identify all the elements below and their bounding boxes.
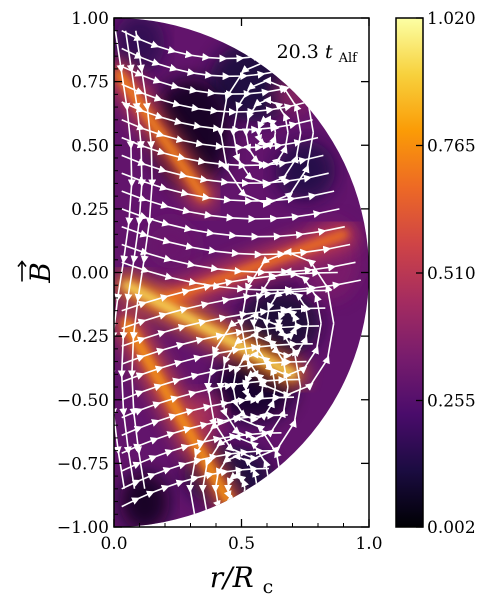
vector-arrow-icon	[17, 260, 27, 282]
y-tick-label: 0.50	[71, 136, 109, 156]
x-axis-ticks: 0.0 0.5 1.0	[100, 18, 383, 554]
y-axis-label: B	[24, 262, 57, 284]
colorbar-tick-label: 0.002	[427, 518, 476, 538]
y-tick-label: 1.00	[71, 9, 109, 29]
streamline-lower	[121, 465, 270, 508]
x-axis-label: r/R c	[210, 561, 273, 598]
y-tick-label: −0.50	[57, 391, 109, 411]
plot-area: 0.0 0.5 1.0 1.00 0.75 0.50 0.25 0.00 −0.25 −0.50…	[57, 9, 383, 554]
y-axis-label-group: B	[17, 260, 57, 284]
colorbar-ticks: 1.020 0.765 0.510 0.255 0.002	[416, 9, 476, 538]
magnitude-map	[114, 18, 369, 527]
y-tick-label: −0.75	[57, 454, 109, 474]
x-tick-label: 0.5	[228, 534, 255, 554]
colorbar-tick-label: 0.255	[427, 392, 476, 412]
x-tick-label: 0.0	[100, 534, 127, 554]
x-tick-label: 1.0	[355, 534, 382, 554]
y-tick-label: −0.25	[57, 327, 109, 347]
colorbar-tick-label: 1.020	[427, 9, 476, 29]
y-tick-label: 0.25	[71, 200, 109, 220]
time-annotation: 20.3 t Alf	[277, 41, 359, 66]
streamline-axis	[127, 30, 157, 489]
colorbar-tick-label: 0.510	[427, 264, 476, 284]
y-axis-ticks: 1.00 0.75 0.50 0.25 0.00 −0.25 −0.50 −0.75 −1.00	[57, 9, 369, 538]
colorbar-tick-label: 0.765	[427, 137, 476, 157]
y-tick-label: 0.75	[71, 73, 109, 93]
colorbar: 1.020 0.765 0.510 0.255 0.002	[395, 9, 476, 538]
y-tick-label: −1.00	[57, 518, 109, 538]
texture-patch	[119, 471, 170, 527]
y-tick-label: 0.00	[71, 264, 109, 284]
